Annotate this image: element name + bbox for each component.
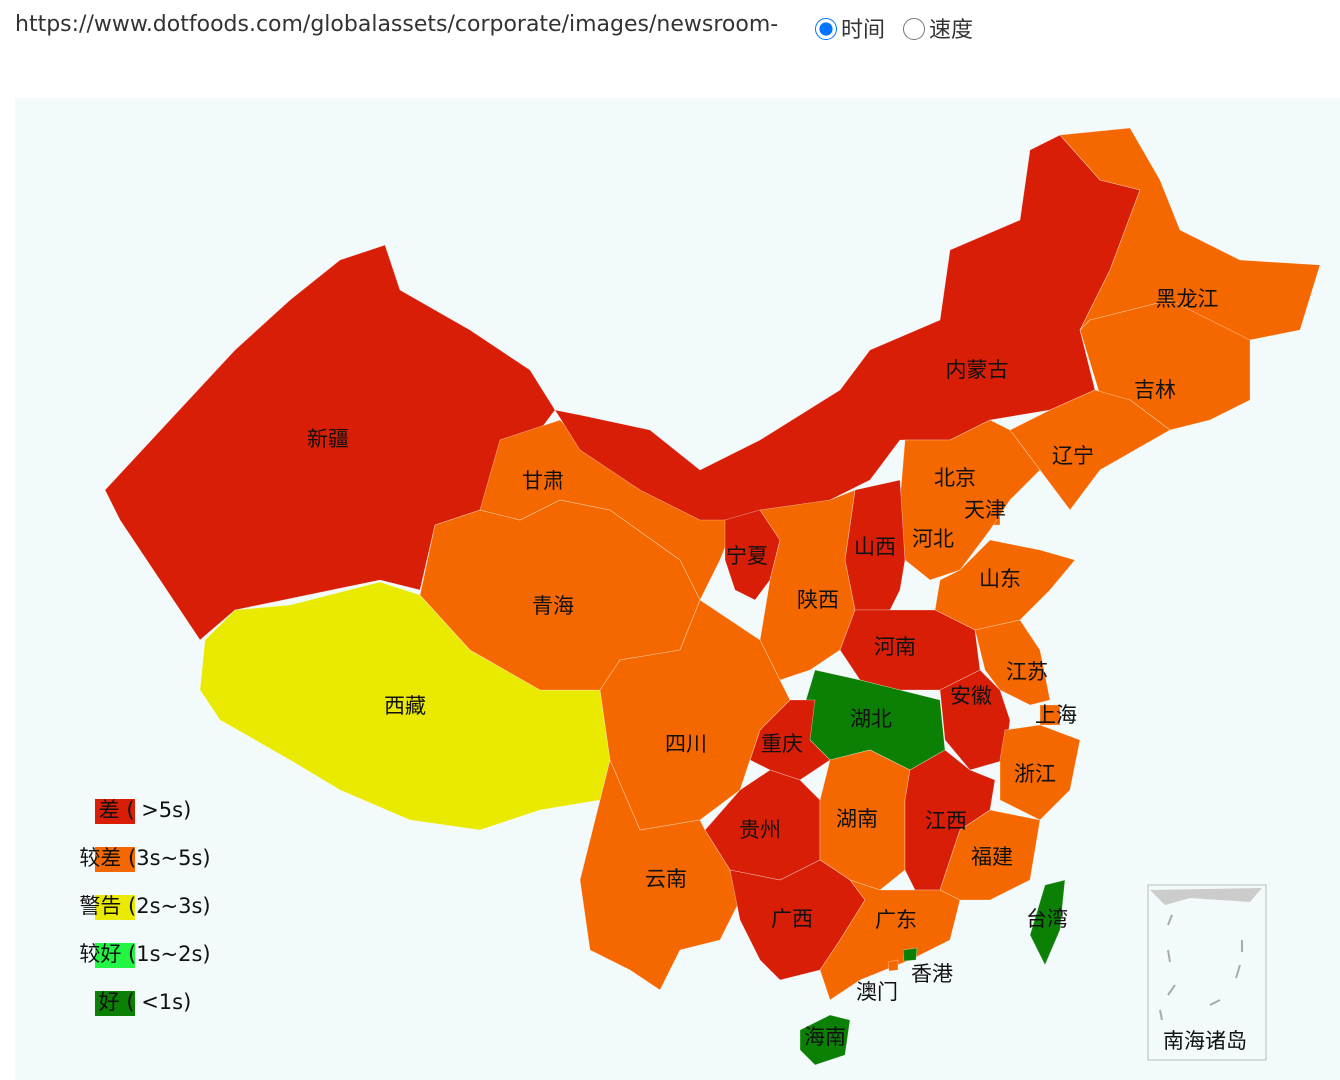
region-label: 吉林 [1134, 378, 1176, 402]
region-label: 广西 [771, 907, 813, 931]
region [759, 489, 856, 681]
region-label: 浙江 [1014, 762, 1056, 786]
region-label: 贵州 [739, 818, 781, 842]
region-label: 北京 [934, 466, 976, 490]
legend-label: 好 ( <1s) [99, 990, 192, 1014]
region [1009, 389, 1171, 511]
region-label: 海南 [804, 1025, 846, 1049]
inset-dashes [1159, 914, 1243, 1021]
region-label: 重庆 [761, 732, 803, 756]
inset-box [1147, 884, 1267, 1061]
legend-swatch [95, 799, 135, 824]
radio[interactable] [815, 18, 837, 40]
region-label: 四川 [665, 732, 707, 756]
region-label: 安徽 [950, 684, 992, 708]
region [1029, 879, 1066, 966]
region [887, 959, 899, 972]
legend-swatch [95, 895, 135, 920]
radio-option[interactable]: 速度 [903, 18, 973, 43]
region [974, 619, 1051, 706]
region-label: 内蒙古 [946, 358, 1009, 382]
legend-swatch [95, 991, 135, 1016]
legend-label: 差 ( >5s) [99, 798, 192, 822]
legend-swatch [95, 847, 135, 872]
radio-label: 时间 [841, 18, 886, 43]
region-label: 江苏 [1006, 660, 1048, 684]
region [819, 749, 911, 891]
region-label: 青海 [532, 594, 574, 618]
region-label: 广东 [875, 908, 917, 932]
regions [104, 127, 1321, 1066]
region-label: 福建 [971, 845, 1013, 869]
region-label: 宁夏 [726, 544, 768, 568]
region-label: 辽宁 [1052, 444, 1094, 468]
region [1039, 704, 1061, 726]
legend-label: 较差 (3s~5s) [79, 846, 210, 870]
legend-label: 警告 (2s~3s) [79, 894, 210, 918]
region-label: 台湾 [1026, 907, 1068, 931]
region-label: 湖南 [836, 807, 878, 831]
region-label: 江西 [925, 809, 967, 833]
radio-label: 速度 [929, 18, 974, 43]
region-label: 湖北 [850, 707, 892, 731]
region-label: 河南 [874, 635, 916, 659]
region-label: 河北 [912, 527, 954, 551]
region [902, 947, 918, 962]
region-label: 山东 [979, 567, 1021, 591]
url: https://www.dotfoods.com/globalassets/co… [15, 12, 779, 37]
region [799, 1014, 851, 1066]
region-label: 山西 [854, 535, 896, 559]
region-label: 陕西 [797, 588, 839, 612]
radio-option[interactable]: 时间 [815, 18, 885, 43]
legend-swatch [95, 943, 135, 968]
region-label: 香港 [911, 962, 953, 986]
radio[interactable] [903, 18, 926, 40]
region-label: 澳门 [856, 980, 898, 1004]
region-label: 新疆 [307, 427, 349, 451]
region-label: 云南 [645, 867, 687, 891]
legend-label: 较好 (1s~2s) [79, 942, 210, 966]
region-label: 上海 [1035, 703, 1077, 727]
region-label: 黑龙江 [1156, 287, 1219, 311]
options: 时间 速度 [815, 12, 991, 44]
region [579, 759, 741, 991]
region [999, 724, 1081, 821]
inset-label: 南海诸岛 [1163, 1029, 1247, 1053]
region-label: 西藏 [384, 694, 426, 718]
inset-land [1150, 888, 1262, 905]
region-label: 甘肃 [522, 469, 564, 493]
region-label: 天津 [964, 498, 1006, 522]
